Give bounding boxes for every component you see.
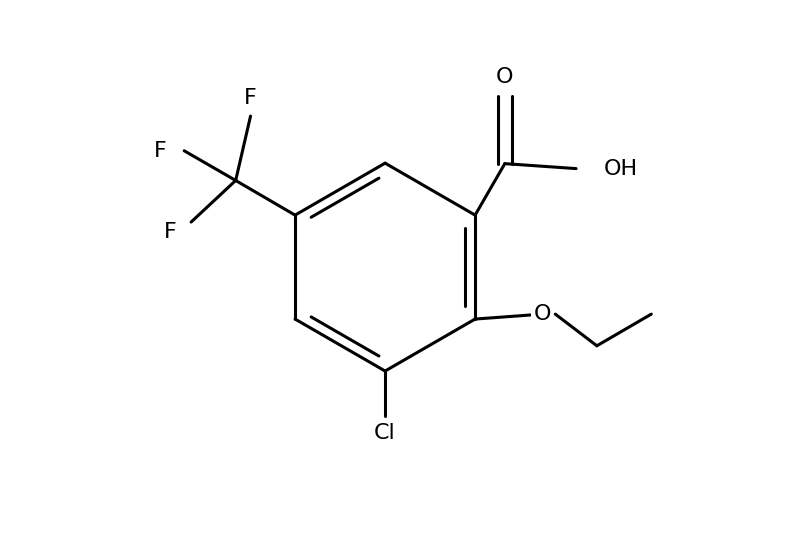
Text: O: O — [496, 67, 514, 87]
Text: O: O — [533, 304, 551, 324]
Text: F: F — [154, 141, 166, 161]
Text: F: F — [244, 88, 257, 108]
Text: OH: OH — [604, 158, 638, 179]
Text: Cl: Cl — [374, 423, 396, 443]
Text: F: F — [164, 222, 177, 242]
